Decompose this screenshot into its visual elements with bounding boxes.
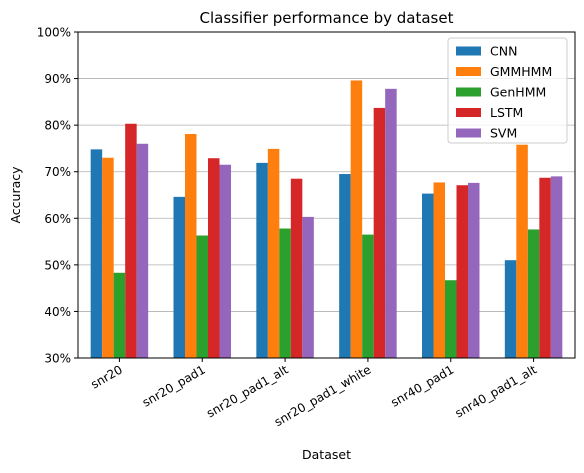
bar <box>456 185 468 358</box>
x-axis-label: Dataset <box>302 447 351 462</box>
legend-swatch <box>456 108 481 117</box>
y-axis-label: Accuracy <box>8 166 23 224</box>
bar <box>362 234 374 358</box>
bar <box>219 164 231 358</box>
y-tick-label: 80% <box>44 119 71 133</box>
y-axis-ticks: 30% 40% 50% 60% 70% 80% 90% 100% <box>37 26 78 366</box>
y-tick-label: 40% <box>44 305 71 319</box>
bars <box>90 80 563 359</box>
bar <box>136 143 149 358</box>
legend-swatch <box>456 87 481 97</box>
bar <box>290 178 303 358</box>
bar <box>173 196 185 358</box>
legend-label: SVM <box>490 126 517 141</box>
bar <box>527 229 540 358</box>
legend: CNN GMMHMM GenHMM LSTM SVM <box>447 37 568 144</box>
bar <box>445 280 457 358</box>
bar <box>102 157 114 358</box>
legend-swatch <box>456 67 481 76</box>
bar <box>90 149 103 358</box>
bar <box>267 148 280 358</box>
bar <box>185 133 197 358</box>
bar <box>256 162 268 358</box>
bar <box>539 177 551 358</box>
y-tick-label: 30% <box>44 352 71 366</box>
legend-label: LSTM <box>490 105 523 120</box>
bar <box>125 123 137 358</box>
bar <box>302 216 314 358</box>
bar <box>504 260 517 358</box>
bar <box>373 107 386 358</box>
y-tick-label: 50% <box>44 258 71 272</box>
bar <box>113 272 126 358</box>
bar <box>422 193 434 358</box>
legend-swatch <box>456 128 481 138</box>
y-tick-label: 100% <box>37 26 71 40</box>
bar <box>385 88 397 358</box>
plot-frame <box>77 31 576 359</box>
bar <box>550 176 563 358</box>
bar <box>433 182 445 358</box>
chart-title: Classifier performance by dataset <box>200 9 454 27</box>
y-tick-label: 90% <box>44 72 71 86</box>
bar <box>208 158 220 358</box>
bar <box>196 235 208 358</box>
bar <box>468 182 480 358</box>
legend-swatch <box>456 46 481 56</box>
bar <box>279 228 291 358</box>
legend-label: CNN <box>490 44 517 59</box>
y-tick-label: 70% <box>44 165 71 179</box>
y-tick-label: 60% <box>44 212 71 226</box>
bar <box>350 80 363 359</box>
legend-label: GenHMM <box>490 85 546 100</box>
bar <box>339 174 351 358</box>
legend-label: GMMHMM <box>490 64 552 79</box>
bar <box>516 144 528 358</box>
